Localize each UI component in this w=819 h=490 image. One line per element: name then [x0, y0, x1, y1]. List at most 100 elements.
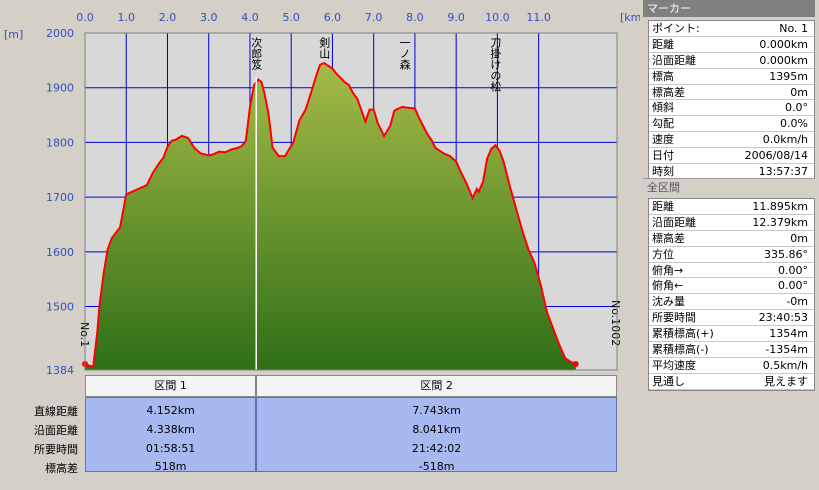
peak-label: 一ノ森 — [398, 37, 411, 71]
y-axis-ticks: 2000 1900 1800 1700 1600 1500 1384 — [46, 27, 74, 375]
row-label-elevation-diff: 標高差 — [45, 462, 78, 475]
property-value: 23:40:53 — [758, 311, 808, 325]
property-value: 0.000km — [759, 53, 808, 67]
y-tick-label: 2000 — [46, 27, 74, 40]
peak-label: 剣山 — [318, 37, 331, 59]
property-value: 12.379km — [752, 215, 808, 229]
property-value: 1395m — [769, 69, 808, 83]
x-tick-label: 3.0 — [200, 11, 218, 24]
row-label-surface-distance: 沿面距離 — [34, 424, 78, 437]
x-tick-label: 11.0 — [526, 11, 551, 24]
segment-2-surface-distance: 8.041km — [412, 423, 461, 436]
segment-2-values: 7.743km 8.041km 21:42:02 -518m — [256, 397, 617, 473]
property-row: 標高差 0m — [649, 85, 814, 101]
property-value: -1354m — [765, 343, 808, 357]
property-value: 13:57:37 — [758, 165, 808, 179]
segment-2-distance: 7.743km — [412, 404, 461, 417]
property-row: 距離 0.000km — [649, 37, 814, 53]
property-value: No. 1 — [779, 22, 808, 35]
x-tick-label: 6.0 — [324, 11, 342, 24]
property-value: 0.0km/h — [762, 133, 808, 147]
property-value: 2006/08/14 — [744, 149, 808, 163]
y-tick-label: 1500 — [46, 301, 74, 314]
property-row: 累積標高(-) -1354m — [649, 342, 814, 358]
x-axis-ticks: 0.0 1.0 2.0 3.0 4.0 5.0 6.0 7.0 8.0 9.0 10.0 11.0 — [76, 11, 551, 24]
property-key: 距離 — [652, 200, 674, 213]
property-key: 沈み量 — [652, 295, 685, 309]
property-row: 俯角→ 0.00° — [649, 263, 814, 279]
y-tick-label: 1700 — [46, 191, 74, 204]
y-tick-label: 1800 — [46, 136, 74, 149]
property-key: 俯角← — [652, 279, 684, 293]
property-key: 沿面距離 — [652, 53, 696, 67]
x-tick-label: 0.0 — [76, 11, 94, 24]
property-key: 標高 — [652, 69, 674, 83]
property-row: 累積標高(+) 1354m — [649, 326, 814, 343]
row-label-duration: 所要時間 — [34, 443, 78, 456]
x-axis-unit: [km] — [620, 11, 640, 24]
property-value: 335.86° — [764, 247, 808, 261]
property-row: 勾配 0.0% — [649, 116, 814, 133]
property-value: -0m — [786, 295, 808, 309]
segment-table: 直線距離 沿面距離 所要時間 標高差 区間 1 区間 2 4.152km 4.3… — [0, 375, 640, 475]
property-key: 標高差 — [652, 231, 685, 245]
property-key: 速度 — [652, 133, 674, 147]
property-key: 傾斜 — [652, 101, 674, 115]
property-row: ポイント: No. 1 — [649, 21, 814, 37]
property-value: 0.0° — [785, 101, 808, 115]
property-value: 0m — [790, 85, 808, 99]
property-value: 0m — [790, 231, 808, 245]
property-row: 方位 335.86° — [649, 247, 814, 263]
property-value: 11.895km — [752, 200, 808, 213]
elevation-chart[interactable]: 0.0 1.0 2.0 3.0 4.0 5.0 6.0 7.0 8.0 9.0 10.0 11.0 2… — [0, 0, 640, 375]
peak-label: 刀掛けの松 — [489, 37, 502, 92]
property-key: 累積標高(+) — [652, 327, 714, 341]
property-value: 1354m — [769, 327, 808, 341]
property-key: 勾配 — [652, 117, 674, 131]
segment-2-header[interactable]: 区間 2 — [256, 375, 617, 397]
info-side-panel: マーカー ポイント: No. 1 距離 0.000km 沿面距離 0.000km 標高 139… — [643, 0, 819, 490]
property-key: 方位 — [652, 247, 674, 261]
segment-2-duration: 21:42:02 — [411, 442, 462, 455]
marker-panel-title: マーカー — [643, 0, 815, 17]
row-label-distance: 直線距離 — [34, 405, 78, 418]
x-tick-label: 10.0 — [485, 11, 510, 24]
segment-1-elevation-diff: 518m — [154, 460, 187, 473]
y-tick-label: 1384 — [46, 364, 74, 375]
property-key: ポイント: — [652, 22, 700, 35]
track-endpoint — [572, 360, 579, 367]
segment-1-distance: 4.152km — [146, 404, 195, 417]
property-value: 0.00° — [778, 263, 808, 277]
y-axis-unit: [m] — [4, 28, 23, 41]
property-value: 0.0% — [780, 117, 808, 131]
property-row: 傾斜 0.0° — [649, 100, 814, 117]
property-value: 0.00° — [778, 279, 808, 293]
segment-1-values: 4.152km 4.338km 01:58:51 518m — [85, 397, 257, 473]
property-row: 速度 0.0km/h — [649, 132, 814, 149]
y-tick-label: 1900 — [46, 82, 74, 95]
plot-frame — [84, 32, 618, 371]
property-value: 0.000km — [759, 37, 808, 51]
property-row: 沿面距離 0.000km — [649, 53, 814, 69]
marker-properties: ポイント: No. 1 距離 0.000km 沿面距離 0.000km 標高 1395m 標高差… — [648, 20, 815, 181]
end-marker-label: No.1002 — [609, 300, 622, 346]
segment-1-header[interactable]: 区間 1 — [85, 375, 257, 397]
property-key: 標高差 — [652, 85, 685, 99]
x-tick-label: 8.0 — [406, 11, 424, 24]
property-key: 俯角→ — [652, 263, 684, 277]
y-tick-label: 1600 — [46, 246, 74, 259]
all-panel-title: 全区間 — [643, 178, 815, 195]
property-row: 距離 11.895km — [649, 199, 814, 215]
property-row: 標高差 0m — [649, 231, 814, 247]
property-key: 見通し — [652, 374, 685, 388]
x-tick-label: 9.0 — [447, 11, 465, 24]
all-section-properties: 距離 11.895km 沿面距離 12.379km 標高差 0m 方位 335.86° 俯角→ 0… — [648, 198, 815, 391]
property-row: 沿面距離 12.379km — [649, 215, 814, 231]
x-tick-label: 7.0 — [365, 11, 383, 24]
property-key: 距離 — [652, 37, 674, 51]
elevation-area — [85, 63, 576, 370]
property-key: 時刻 — [652, 165, 674, 179]
property-row: 平均速度 0.5km/h — [649, 358, 814, 374]
x-tick-label: 1.0 — [117, 11, 135, 24]
property-key: 累積標高(-) — [652, 343, 709, 357]
